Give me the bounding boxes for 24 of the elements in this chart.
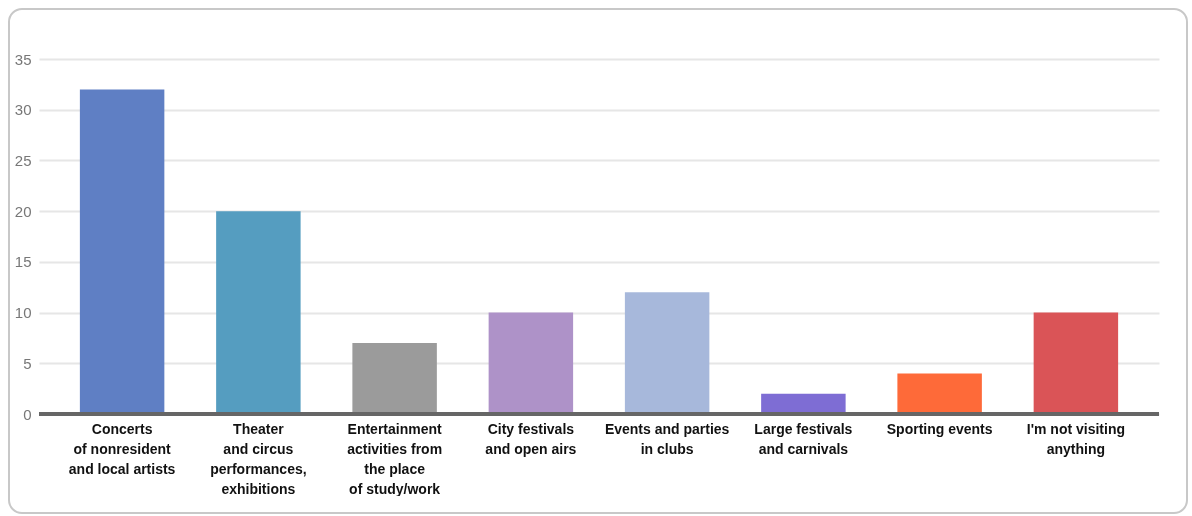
bar (352, 343, 437, 414)
y-tick-label: 20 (14, 202, 32, 220)
y-tick-label: 25 (14, 151, 32, 169)
bar (897, 373, 982, 414)
bar (1033, 312, 1119, 414)
y-tick-label: 30 (14, 101, 32, 119)
x-tick-label: Entertainment activities from the place of study/work (347, 420, 443, 497)
y-tick-label: 10 (14, 304, 32, 322)
x-tick-label: City festivals and open airs (485, 420, 577, 457)
bar (216, 211, 301, 414)
x-tick-label: Large festivals and carnivals (754, 420, 853, 457)
y-tick-label: 0 (23, 405, 32, 423)
y-tick-label: 5 (23, 354, 32, 372)
y-tick-label: 35 (14, 50, 32, 68)
x-tick-label: I'm not visiting anything (1026, 420, 1125, 457)
bar (761, 393, 846, 414)
bar (488, 312, 574, 414)
bar (79, 89, 165, 414)
y-tick-label: 15 (14, 253, 32, 271)
x-tick-label: Sporting events (886, 420, 993, 437)
x-tick-label: Events and parties in clubs (604, 420, 730, 457)
x-tick-label: Concerts of nonresident and local artists (68, 420, 176, 477)
bar (624, 292, 710, 414)
x-tick-label: Theater and circus performances, exhibitions (210, 420, 307, 497)
